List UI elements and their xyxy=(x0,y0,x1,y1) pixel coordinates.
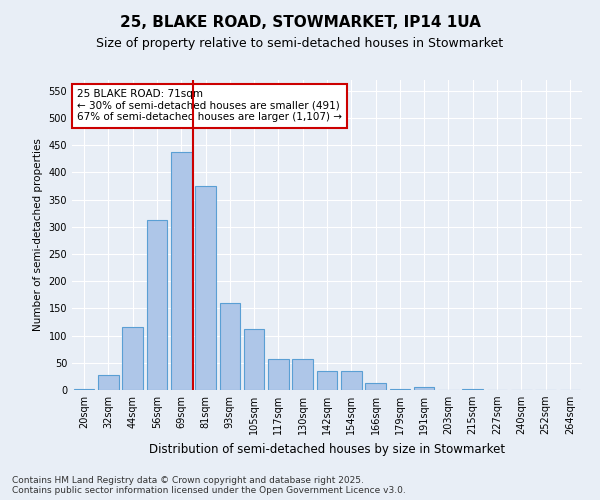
Bar xyxy=(292,359,313,390)
Bar xyxy=(414,388,434,390)
Bar xyxy=(365,383,386,390)
Bar xyxy=(268,359,289,390)
Text: 25, BLAKE ROAD, STOWMARKET, IP14 1UA: 25, BLAKE ROAD, STOWMARKET, IP14 1UA xyxy=(119,15,481,30)
Bar xyxy=(195,186,216,390)
Bar xyxy=(341,371,362,390)
Y-axis label: Number of semi-detached properties: Number of semi-detached properties xyxy=(33,138,43,332)
Bar xyxy=(74,389,94,390)
Bar xyxy=(220,303,240,390)
Text: Size of property relative to semi-detached houses in Stowmarket: Size of property relative to semi-detach… xyxy=(97,38,503,51)
Bar xyxy=(98,376,119,390)
Bar xyxy=(317,371,337,390)
Bar xyxy=(122,328,143,390)
X-axis label: Distribution of semi-detached houses by size in Stowmarket: Distribution of semi-detached houses by … xyxy=(149,442,505,456)
Bar xyxy=(244,329,265,390)
Text: Contains HM Land Registry data © Crown copyright and database right 2025.
Contai: Contains HM Land Registry data © Crown c… xyxy=(12,476,406,495)
Bar xyxy=(171,152,191,390)
Text: 25 BLAKE ROAD: 71sqm
← 30% of semi-detached houses are smaller (491)
67% of semi: 25 BLAKE ROAD: 71sqm ← 30% of semi-detac… xyxy=(77,90,342,122)
Bar xyxy=(146,220,167,390)
